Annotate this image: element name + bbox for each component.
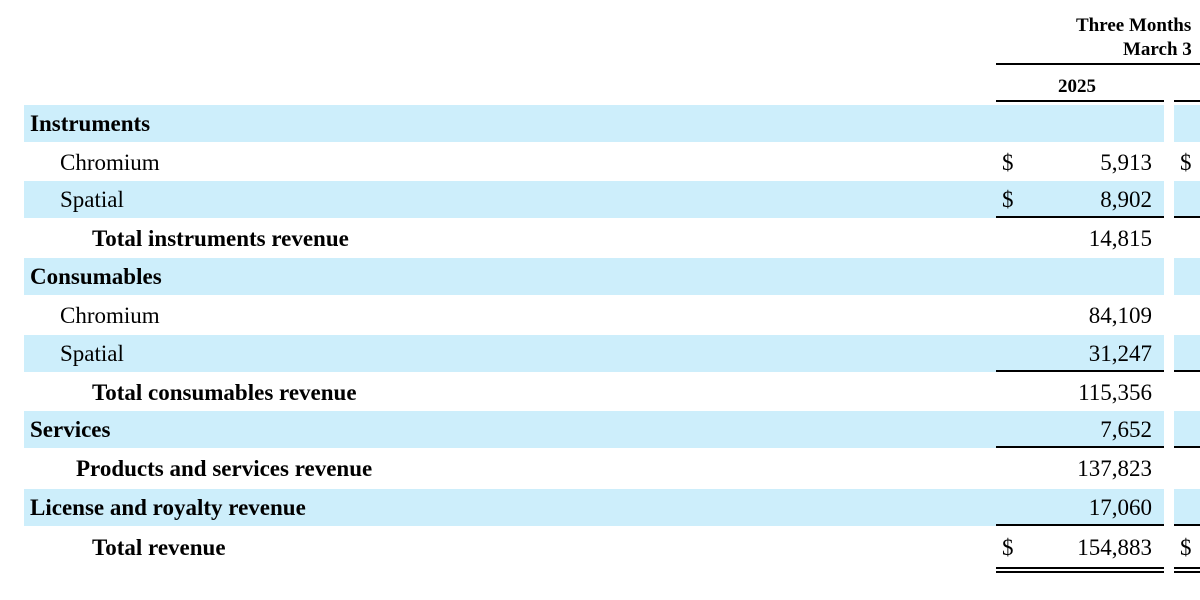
row-label: Total revenue: [92, 535, 226, 560]
row-value: 154,883: [1077, 535, 1152, 560]
row-label: Consumables: [30, 263, 162, 289]
currency-symbol: $: [1002, 149, 1014, 175]
row-value: 31,247: [1088, 340, 1152, 366]
currency-symbol: $: [1002, 186, 1014, 212]
row-label: Services: [30, 416, 111, 442]
period-header-line1: Three Months: [1076, 15, 1192, 36]
row-shading-gap: [1164, 258, 1174, 295]
currency-symbol-prior: $: [1180, 149, 1192, 175]
row-shading: [24, 105, 1200, 142]
subtotal-rule-prior: [1174, 446, 1200, 448]
year-header-rule: [996, 100, 1164, 102]
subtotal-rule-prior: [1174, 216, 1200, 218]
row-shading-gap: [1164, 489, 1174, 526]
row-label: Total instruments revenue: [92, 225, 349, 251]
subtotal-rule: [996, 216, 1164, 218]
total-double-rule-bottom: [996, 571, 1164, 573]
total-double-rule-top-2: [1174, 567, 1200, 569]
period-header-line2: March 3: [1123, 39, 1192, 60]
row-label: Chromium: [60, 149, 160, 175]
subtotal-rule-prior: [1174, 524, 1200, 526]
row-shading-gap: [1164, 181, 1174, 218]
table-row: Instruments: [0, 105, 1200, 142]
row-label: Total consumables revenue: [92, 379, 357, 405]
row-label: Spatial: [60, 186, 124, 212]
subtotal-rule-prior: [1174, 370, 1200, 372]
table-row: Spatial $8,902: [0, 181, 1200, 218]
row-value: 84,109: [1088, 302, 1152, 328]
row-shading-gap: [1164, 105, 1174, 142]
currency-symbol: $: [1002, 535, 1014, 560]
total-double-rule-bottom-2: [1174, 571, 1200, 573]
row-label: Instruments: [30, 110, 151, 136]
table-row: Spatial 31,247: [0, 335, 1200, 372]
row-label: Spatial: [60, 340, 124, 366]
table-row: Consumables: [0, 258, 1200, 295]
year-header: 2025: [1058, 76, 1096, 97]
row-shading: [24, 181, 1200, 218]
table-row: License and royalty revenue 17,060: [0, 489, 1200, 526]
row-value: 137,823: [1077, 455, 1152, 481]
table-row: Total consumables revenue 115,356: [0, 374, 1200, 411]
row-value: 7,652: [1100, 416, 1152, 442]
row-value: 5,913: [1100, 149, 1152, 175]
subtotal-rule: [996, 370, 1164, 372]
row-label: Products and services revenue: [76, 455, 373, 481]
table-row: Chromium 84,109: [0, 297, 1200, 334]
table-row: Chromium $ $5,913: [0, 144, 1200, 181]
currency-symbol-prior: $: [1180, 535, 1192, 560]
row-shading-gap: [1164, 411, 1174, 448]
subtotal-rule: [996, 524, 1164, 526]
table-row: Total revenue $ $154,883: [0, 528, 1200, 568]
row-shading: [24, 258, 1200, 295]
period-header-rule: [996, 63, 1200, 65]
row-shading: [24, 335, 1200, 372]
row-value: 8,902: [1100, 186, 1152, 212]
row-label: Chromium: [60, 302, 160, 328]
row-shading: [24, 489, 1200, 526]
row-shading-gap: [1164, 335, 1174, 372]
row-value: 17,060: [1088, 494, 1152, 520]
row-value: 115,356: [1078, 379, 1152, 405]
row-label: License and royalty revenue: [30, 494, 306, 520]
year-header-rule-2: [1174, 100, 1200, 102]
table-row: Products and services revenue 137,823: [0, 450, 1200, 487]
table-row: Total instruments revenue 14,815: [0, 220, 1200, 257]
row-shading: [24, 411, 1200, 448]
table-row: Services 7,652: [0, 411, 1200, 448]
total-double-rule-top: [996, 567, 1164, 569]
row-value: 14,815: [1088, 225, 1152, 251]
subtotal-rule: [996, 446, 1164, 448]
